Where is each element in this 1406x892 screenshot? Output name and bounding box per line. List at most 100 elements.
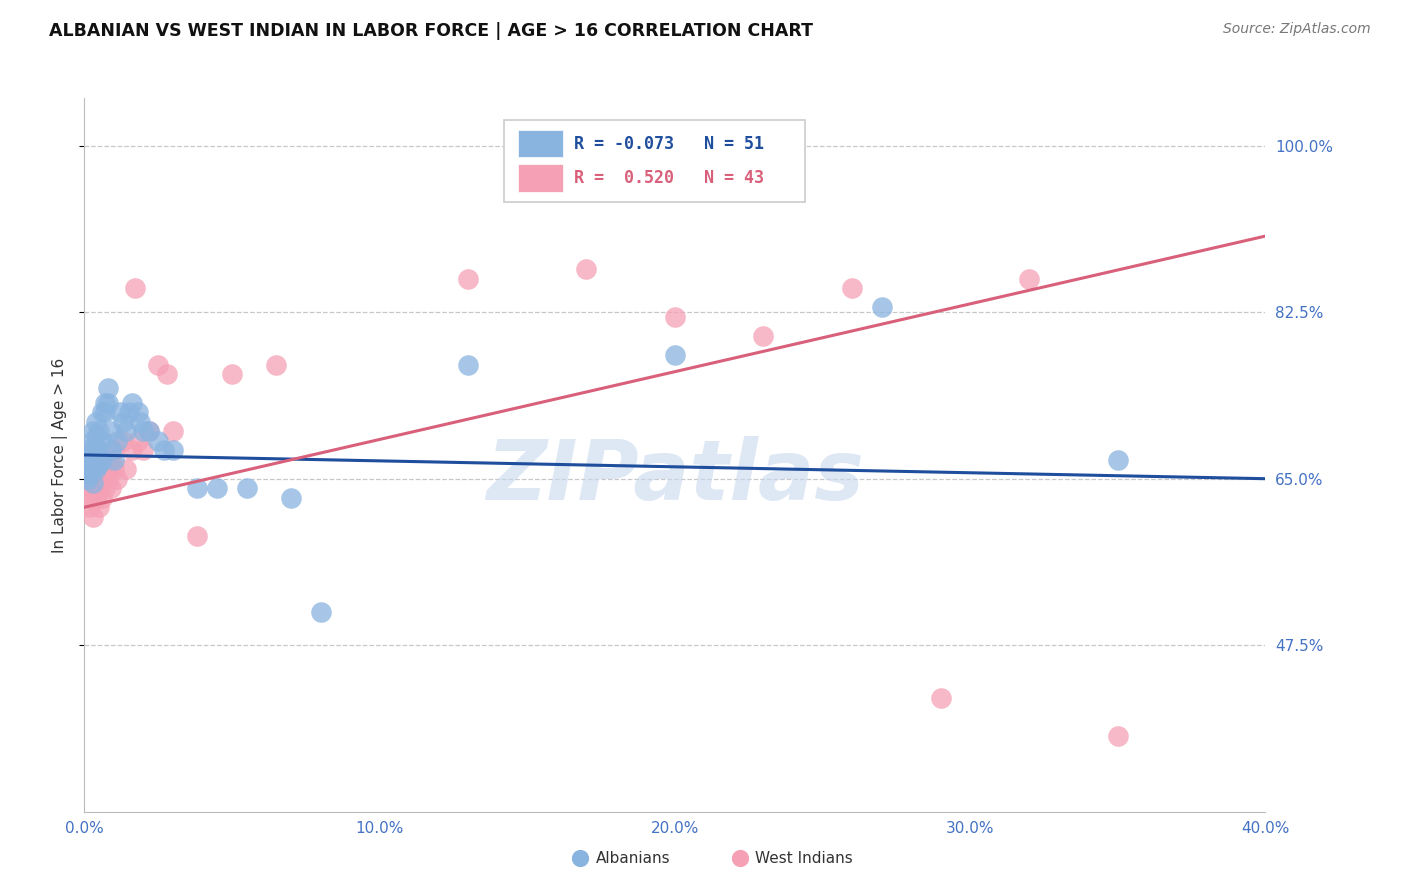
Point bbox=[82, 424, 104, 438]
Text: West Indians: West Indians bbox=[755, 851, 853, 865]
Point bbox=[103, 443, 125, 458]
Text: ZIPatlas: ZIPatlas bbox=[486, 436, 863, 516]
Point bbox=[280, 491, 302, 505]
Point bbox=[79, 481, 101, 495]
Point bbox=[221, 367, 243, 381]
Point bbox=[94, 481, 117, 495]
Point bbox=[148, 358, 170, 372]
Point bbox=[76, 462, 98, 476]
Point bbox=[97, 462, 120, 476]
Point bbox=[929, 690, 952, 705]
Point bbox=[89, 458, 111, 472]
Point bbox=[664, 348, 686, 362]
Point bbox=[205, 481, 228, 495]
Point bbox=[752, 329, 775, 343]
Point bbox=[100, 443, 122, 458]
Point bbox=[156, 367, 179, 381]
Point bbox=[82, 462, 104, 476]
Point bbox=[309, 605, 332, 619]
Point bbox=[76, 491, 98, 505]
Point bbox=[97, 395, 120, 409]
Point bbox=[162, 424, 184, 438]
Point bbox=[108, 405, 131, 419]
Bar bbox=[517, 164, 562, 192]
Point bbox=[76, 443, 98, 458]
Point bbox=[84, 429, 107, 443]
Point bbox=[84, 472, 107, 486]
Point bbox=[84, 415, 107, 429]
Point bbox=[162, 443, 184, 458]
Point bbox=[82, 434, 104, 448]
Point bbox=[89, 443, 111, 458]
Point bbox=[138, 424, 160, 438]
Point bbox=[103, 462, 125, 476]
Point bbox=[82, 509, 104, 524]
Point bbox=[91, 491, 114, 505]
Point bbox=[870, 301, 893, 315]
Point bbox=[138, 424, 160, 438]
Point bbox=[121, 395, 143, 409]
Text: Source: ZipAtlas.com: Source: ZipAtlas.com bbox=[1223, 22, 1371, 37]
Point bbox=[76, 472, 98, 486]
Point bbox=[236, 481, 259, 495]
Point bbox=[89, 424, 111, 438]
Point bbox=[79, 500, 101, 515]
Point bbox=[664, 310, 686, 324]
Point bbox=[124, 281, 146, 295]
Point bbox=[575, 262, 598, 277]
Point bbox=[153, 443, 176, 458]
Point bbox=[82, 481, 104, 495]
Point bbox=[79, 448, 101, 462]
Point bbox=[82, 476, 104, 491]
Text: R =  0.520   N = 43: R = 0.520 N = 43 bbox=[575, 169, 765, 187]
Point bbox=[186, 529, 208, 543]
Point bbox=[79, 467, 101, 481]
Y-axis label: In Labor Force | Age > 16: In Labor Force | Age > 16 bbox=[52, 358, 69, 552]
Point bbox=[1107, 729, 1129, 743]
Point bbox=[186, 481, 208, 495]
Point bbox=[1107, 452, 1129, 467]
Bar bbox=[517, 130, 562, 157]
Point bbox=[94, 462, 117, 476]
Point bbox=[114, 424, 136, 438]
Point bbox=[84, 462, 107, 476]
Point bbox=[121, 443, 143, 458]
Point bbox=[82, 462, 104, 476]
Point bbox=[84, 443, 107, 458]
Point bbox=[457, 358, 479, 372]
Point bbox=[103, 452, 125, 467]
Point bbox=[457, 272, 479, 286]
Point bbox=[1018, 272, 1040, 286]
Text: Albanians: Albanians bbox=[596, 851, 671, 865]
Point bbox=[91, 472, 114, 486]
Point bbox=[82, 443, 104, 458]
Point bbox=[94, 405, 117, 419]
Point bbox=[118, 405, 141, 419]
Point bbox=[127, 434, 149, 448]
Point bbox=[94, 395, 117, 409]
Point bbox=[111, 415, 134, 429]
Point bbox=[148, 434, 170, 448]
Point bbox=[100, 424, 122, 438]
Point bbox=[79, 458, 101, 472]
Point bbox=[97, 472, 120, 486]
Point bbox=[100, 452, 122, 467]
Text: ALBANIAN VS WEST INDIAN IN LABOR FORCE | AGE > 16 CORRELATION CHART: ALBANIAN VS WEST INDIAN IN LABOR FORCE |… bbox=[49, 22, 813, 40]
Point bbox=[132, 443, 155, 458]
Point bbox=[132, 424, 155, 438]
Point bbox=[76, 472, 98, 486]
Point bbox=[264, 358, 288, 372]
Point bbox=[127, 405, 149, 419]
Point bbox=[114, 462, 136, 476]
FancyBboxPatch shape bbox=[503, 120, 804, 202]
Point bbox=[105, 434, 128, 448]
Point bbox=[89, 500, 111, 515]
Point bbox=[105, 472, 128, 486]
Point bbox=[91, 405, 114, 419]
Point bbox=[841, 281, 863, 295]
Point bbox=[91, 452, 114, 467]
Point bbox=[111, 434, 134, 448]
Text: R = -0.073   N = 51: R = -0.073 N = 51 bbox=[575, 135, 765, 153]
Point bbox=[82, 452, 104, 467]
Point bbox=[100, 481, 122, 495]
